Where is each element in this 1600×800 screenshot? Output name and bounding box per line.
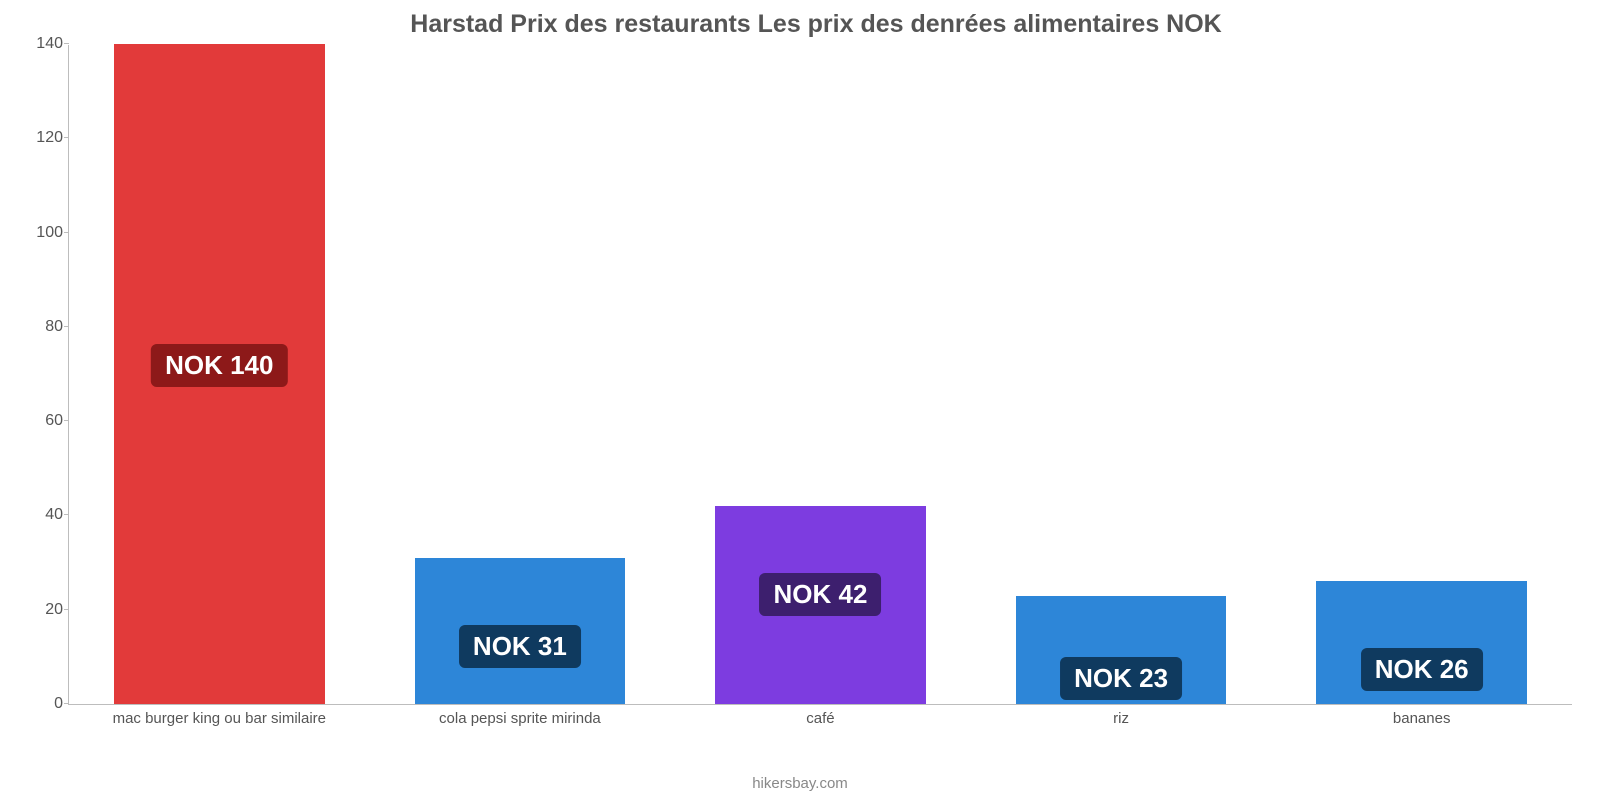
y-tick-mark bbox=[64, 232, 69, 233]
y-tick-mark bbox=[64, 420, 69, 421]
bar-value-label: NOK 23 bbox=[1060, 657, 1182, 700]
y-tick-mark bbox=[64, 326, 69, 327]
y-tick-mark bbox=[64, 137, 69, 138]
bar-slot: NOK 31 bbox=[370, 45, 671, 704]
y-tick-label: 140 bbox=[19, 35, 63, 53]
y-tick-mark bbox=[64, 43, 69, 44]
y-tick-label: 100 bbox=[19, 224, 63, 242]
bar-value-label: NOK 31 bbox=[459, 625, 581, 668]
bar-slot: NOK 140 bbox=[69, 45, 370, 704]
y-tick-label: 60 bbox=[19, 412, 63, 430]
bar-value-label: NOK 42 bbox=[760, 573, 882, 616]
bar-value-label: NOK 26 bbox=[1361, 648, 1483, 691]
x-axis-label: cola pepsi sprite mirinda bbox=[370, 710, 671, 727]
y-tick-label: 0 bbox=[19, 695, 63, 713]
x-axis-label: mac burger king ou bar similaire bbox=[69, 710, 370, 727]
plot-area: NOK 140NOK 31NOK 42NOK 23NOK 26 mac burg… bbox=[68, 45, 1572, 705]
bars-container: NOK 140 NOK 31 NOK 42 NOK 23 NOK 26 bbox=[69, 45, 1572, 704]
bar: NOK 42 bbox=[715, 506, 925, 704]
y-tick-mark bbox=[64, 609, 69, 610]
attribution-text: hikersbay.com bbox=[0, 775, 1600, 792]
x-axis-label: café bbox=[670, 710, 971, 727]
bar: NOK 31 bbox=[415, 558, 625, 704]
chart-title: Harstad Prix des restaurants Les prix de… bbox=[60, 10, 1572, 39]
price-bar-chart: Harstad Prix des restaurants Les prix de… bbox=[0, 0, 1600, 800]
bar-value-label: NOK 140 bbox=[151, 344, 287, 387]
bar: NOK 23 bbox=[1016, 596, 1226, 704]
x-axis-label: riz bbox=[971, 710, 1272, 727]
y-tick-label: 120 bbox=[19, 129, 63, 147]
bar-slot: NOK 42 bbox=[670, 45, 971, 704]
y-tick-label: 40 bbox=[19, 506, 63, 524]
bar-slot: NOK 23 bbox=[971, 45, 1272, 704]
bar: NOK 140 bbox=[114, 44, 324, 704]
x-axis-label: bananes bbox=[1271, 710, 1572, 727]
y-tick-mark bbox=[64, 514, 69, 515]
y-tick-label: 80 bbox=[19, 318, 63, 336]
bar-slot: NOK 26 bbox=[1271, 45, 1572, 704]
bar: NOK 26 bbox=[1316, 581, 1526, 704]
y-tick-label: 20 bbox=[19, 601, 63, 619]
x-axis-labels: mac burger king ou bar similairecola pep… bbox=[69, 710, 1572, 727]
y-tick-mark bbox=[64, 703, 69, 704]
